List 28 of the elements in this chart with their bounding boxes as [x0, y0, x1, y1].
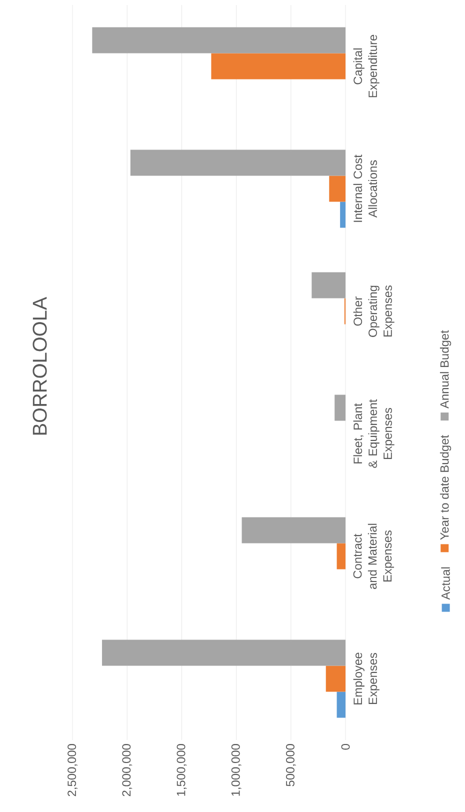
y-tick-label: Capital Expenditure — [354, 34, 380, 98]
x-tick-label: 0 — [342, 744, 350, 750]
bar — [92, 27, 346, 54]
x-tick-label: 1,500,000 — [177, 744, 187, 796]
bar — [211, 53, 346, 80]
y-tick-label: Fleet, Plant & Equipment Expenses — [354, 399, 395, 468]
text: Actual — [441, 567, 450, 600]
bar — [312, 272, 346, 298]
bar — [329, 176, 346, 202]
bar — [337, 692, 346, 718]
text: BORROLOOLA — [32, 296, 48, 435]
x-tick-label: 1,000,000 — [232, 744, 242, 796]
bar — [326, 666, 346, 692]
y-tick-label: Employee Expenses — [354, 652, 380, 704]
x-tick-label: 2,000,000 — [122, 744, 132, 796]
y-tick-label: Other Operating Expenses — [354, 285, 395, 337]
y-tick-label: Internal Cost Allocations — [354, 154, 378, 222]
x-tick-label: 500,000 — [286, 744, 296, 786]
bar — [334, 394, 346, 421]
x-tick-label: 2,500,000 — [68, 744, 78, 796]
text: Annual Budget — [440, 330, 452, 409]
bar — [340, 202, 346, 228]
bar — [102, 640, 346, 666]
bar — [337, 543, 346, 570]
text: Year to date Budget — [440, 435, 452, 540]
y-tick-label: Contract and Material Expenses — [354, 524, 394, 589]
bar — [242, 517, 346, 544]
bar — [130, 150, 346, 176]
